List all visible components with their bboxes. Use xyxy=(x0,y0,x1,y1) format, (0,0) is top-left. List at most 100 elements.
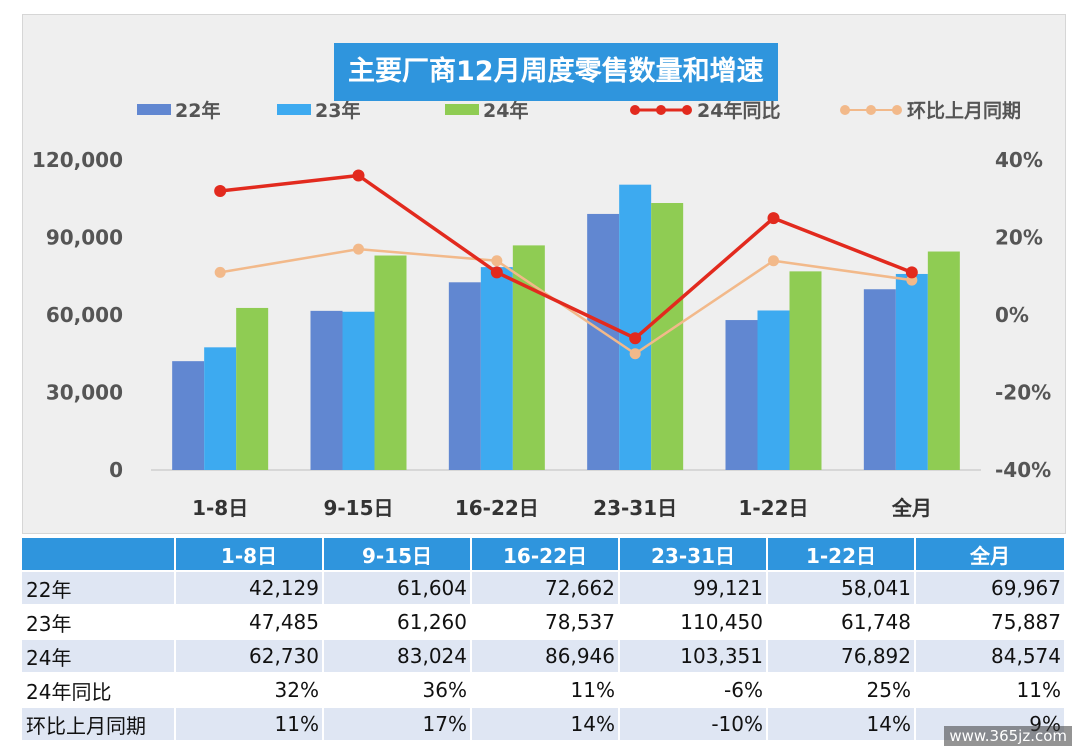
row-label: 环比上月同期 xyxy=(22,706,176,740)
bar xyxy=(342,311,375,470)
series-line xyxy=(219,173,913,340)
table-row: 环比上月同期 11% 17% 14% -10% 14% 9% xyxy=(22,706,1066,740)
y2-tick-label: 40% xyxy=(995,148,1043,172)
table-cell: 78,537 xyxy=(472,604,620,638)
y-tick-label: 90,000 xyxy=(46,226,123,250)
bar xyxy=(236,307,269,470)
line-point xyxy=(629,348,641,360)
bar xyxy=(448,282,481,470)
legend-swatch xyxy=(277,104,311,115)
table-cell: 14% xyxy=(768,706,916,740)
table-cell: 72,662 xyxy=(472,570,620,604)
combo-chart: 0 30,000 60,000 90,000 120,000 -40% -20% 0% 20% 4… xyxy=(32,99,1051,520)
table-header-row: 1-8日 9-15日 16-22日 23-31日 1-22日 全月 xyxy=(22,538,1066,570)
bar xyxy=(757,310,790,470)
table-cell: 25% xyxy=(768,672,916,706)
line-point xyxy=(352,169,365,182)
legend-marker xyxy=(866,105,876,115)
table-header-cell: 9-15日 xyxy=(324,538,472,570)
table-cell: 99,121 xyxy=(620,570,768,604)
bar xyxy=(725,320,758,470)
table-cell: 42,129 xyxy=(176,570,324,604)
table-header-cell: 全月 xyxy=(916,538,1066,570)
bar xyxy=(374,255,407,470)
table-cell: -10% xyxy=(620,706,768,740)
x-tick-label: 16-22日 xyxy=(455,496,539,520)
table-cell: 83,024 xyxy=(324,638,472,672)
line-point xyxy=(353,243,364,255)
y2-tick-label: 20% xyxy=(995,226,1043,250)
legend-swatch xyxy=(137,104,171,115)
legend-marker xyxy=(840,105,850,115)
x-tick-label: 1-8日 xyxy=(192,496,248,520)
table-cell: 61,748 xyxy=(768,604,916,638)
line-point xyxy=(768,255,779,267)
table-header-cell: 1-8日 xyxy=(176,538,324,570)
bar xyxy=(172,361,205,470)
y2-tick-label: 0% xyxy=(995,303,1029,327)
line-point xyxy=(629,332,642,345)
table-row: 23年 47,485 61,260 78,537 110,450 61,748 … xyxy=(22,604,1066,638)
table-cell: 76,892 xyxy=(768,638,916,672)
table-cell: -6% xyxy=(620,672,768,706)
table-cell: 14% xyxy=(472,706,620,740)
y-tick-label: 120,000 xyxy=(32,148,123,172)
table-cell: 17% xyxy=(324,706,472,740)
line-point xyxy=(491,255,503,267)
table-header-cell: 23-31日 xyxy=(620,538,768,570)
legend-label: 24年同比 xyxy=(697,99,780,122)
x-tick-label: 23-31日 xyxy=(593,496,677,520)
row-label: 23年 xyxy=(22,604,176,638)
table-cell: 86,946 xyxy=(472,638,620,672)
legend-marker xyxy=(892,105,902,115)
line-point xyxy=(214,185,227,197)
y2-tick-label: -20% xyxy=(995,381,1051,405)
legend-label: 环比上月同期 xyxy=(907,100,1021,122)
table-cell: 11% xyxy=(472,672,620,706)
bar xyxy=(789,271,822,470)
legend-marker xyxy=(656,105,666,115)
bar xyxy=(310,310,343,470)
line-point xyxy=(905,266,918,279)
bar xyxy=(587,213,620,470)
table-row: 24年 62,730 83,024 86,946 103,351 76,892 … xyxy=(22,638,1066,672)
table-cell: 36% xyxy=(324,672,472,706)
y-tick-label: 0 xyxy=(109,458,123,482)
x-tick-label: 9-15日 xyxy=(323,496,393,520)
table-cell: 103,351 xyxy=(620,638,768,672)
legend-label: 23年 xyxy=(315,99,360,122)
table-cell: 47,485 xyxy=(176,604,324,638)
table-row: 22年 42,129 61,604 72,662 99,121 58,041 6… xyxy=(22,570,1066,604)
line-point xyxy=(767,212,780,225)
legend-marker xyxy=(630,105,640,115)
table-cell: 58,041 xyxy=(768,570,916,604)
y2-tick-label: -40% xyxy=(995,458,1051,482)
table-cell: 61,604 xyxy=(324,570,472,604)
row-label: 24年 xyxy=(22,638,176,672)
x-tick-label: 1-22日 xyxy=(738,496,808,520)
watermark: www.365jz.com xyxy=(944,726,1072,746)
table-header-blank xyxy=(22,538,176,570)
table-cell: 32% xyxy=(176,672,324,706)
table-cell: 11% xyxy=(176,706,324,740)
table-cell: 84,574 xyxy=(916,638,1066,672)
bar xyxy=(512,245,545,470)
chart-panel: 0 30,000 60,000 90,000 120,000 -40% -20% 0% 20% 4… xyxy=(22,14,1066,534)
legend-swatch xyxy=(445,104,479,115)
table-row: 24年同比 32% 36% 11% -6% 25% 11% xyxy=(22,672,1066,706)
data-table: 1-8日 9-15日 16-22日 23-31日 1-22日 全月 22年 42… xyxy=(22,538,1066,740)
table-cell: 61,260 xyxy=(324,604,472,638)
table-header-cell: 16-22日 xyxy=(472,538,620,570)
line-point xyxy=(214,266,226,278)
table-cell: 62,730 xyxy=(176,638,324,672)
table-cell: 11% xyxy=(916,672,1066,706)
bar xyxy=(863,289,896,470)
table-header-cell: 1-22日 xyxy=(768,538,916,570)
y-tick-label: 60,000 xyxy=(46,303,123,327)
bar xyxy=(204,347,237,470)
legend-label: 24年 xyxy=(483,99,528,122)
bar xyxy=(651,203,684,470)
x-tick-label: 全月 xyxy=(891,496,932,520)
legend-label: 22年 xyxy=(175,99,220,122)
row-label: 24年同比 xyxy=(22,672,176,706)
